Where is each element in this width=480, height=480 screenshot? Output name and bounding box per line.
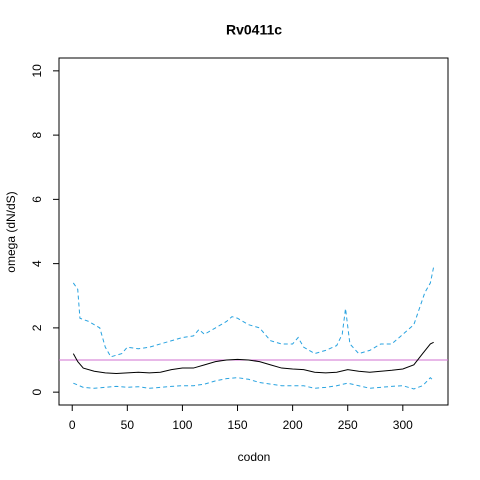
y-tick-label: 10 — [30, 64, 44, 78]
x-tick-label: 150 — [228, 418, 248, 432]
x-axis-label: codon — [238, 450, 271, 464]
x-tick-label: 50 — [121, 418, 135, 432]
x-tick-label: 100 — [172, 418, 192, 432]
y-tick-label: 0 — [30, 388, 44, 395]
chart-title: Rv0411c — [226, 22, 282, 38]
plot-frame — [58, 57, 449, 406]
y-tick-label: 6 — [30, 196, 44, 203]
y-tick-label: 8 — [30, 131, 44, 138]
x-tick-label: 200 — [283, 418, 303, 432]
x-tick-label: 300 — [393, 418, 413, 432]
series-line — [72, 341, 434, 375]
x-tick-label: 250 — [338, 418, 358, 432]
y-tick-label: 4 — [30, 260, 44, 267]
y-tick-label: 2 — [30, 324, 44, 331]
y-axis-label: omega (dN/dS) — [4, 191, 18, 272]
series-line — [73, 376, 435, 390]
x-tick-label: 0 — [69, 418, 76, 432]
